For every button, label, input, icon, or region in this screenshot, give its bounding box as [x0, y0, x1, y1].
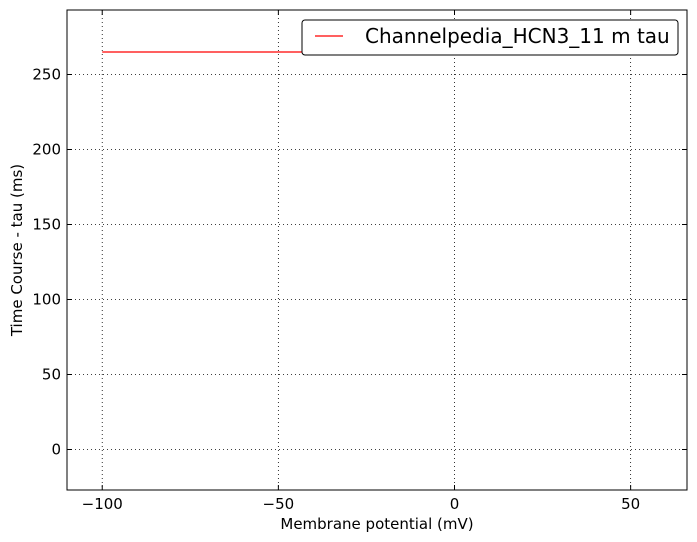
y-tick-label: 100: [32, 291, 61, 309]
grid: [67, 10, 687, 490]
ticks: −100 −50 0 50 0 50 100 150 200 250: [32, 10, 687, 513]
y-tick-label: 150: [32, 216, 61, 234]
y-tick-label: 200: [32, 141, 61, 159]
plot-frame: [66, 9, 688, 491]
x-tick-label: −50: [263, 495, 295, 513]
legend-label: Channelpedia_HCN3_11 m tau: [365, 24, 670, 48]
legend-box: [301, 19, 679, 56]
x-tick-label: 50: [621, 495, 640, 513]
x-tick-label: 0: [450, 495, 460, 513]
legend: Channelpedia_HCN3_11 m tau: [301, 19, 679, 56]
y-axis-label: Time Course - tau (ms): [8, 164, 26, 337]
y-tick-label: 250: [32, 66, 61, 84]
y-tick-label: 0: [51, 441, 61, 459]
x-axis-label: Membrane potential (mV): [280, 515, 473, 533]
x-tick-label: −100: [82, 495, 123, 513]
y-tick-label: 50: [42, 366, 61, 384]
